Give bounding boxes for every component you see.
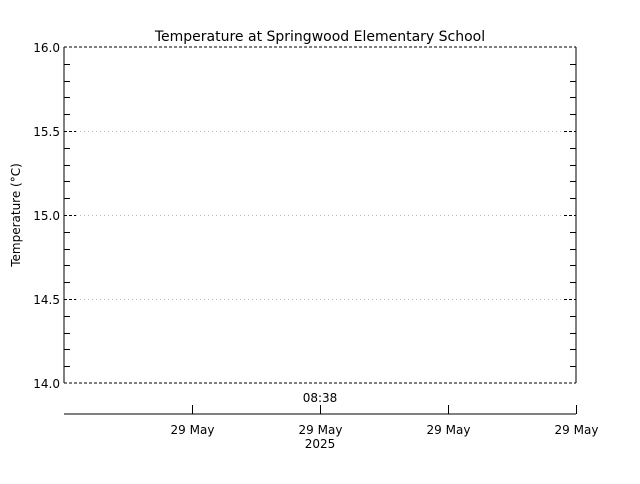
y-axis-label: Temperature (°C) xyxy=(9,163,23,268)
chart-title: Temperature at Springwood Elementary Sch… xyxy=(154,29,485,45)
y-ticks xyxy=(64,64,576,367)
x-tick-labels: 29 May 29 May 29 May 29 May xyxy=(171,423,599,437)
x-time-label: 08:38 xyxy=(303,391,338,405)
x-tick-label: 29 May xyxy=(427,423,471,437)
gridlines xyxy=(76,131,564,300)
x-tick-label: 29 May xyxy=(171,423,215,437)
x-tick-label: 29 May xyxy=(299,423,343,437)
x-tick-label: 29 May xyxy=(555,423,599,437)
y-tick-label: 15.0 xyxy=(33,209,60,223)
y-tick-label: 14.5 xyxy=(33,293,60,307)
y-tick-label: 16.0 xyxy=(33,41,60,55)
x-ticks xyxy=(192,405,577,414)
y-tick-label: 15.5 xyxy=(33,125,60,139)
y-tick-label: 14.0 xyxy=(33,377,60,391)
x-year-label: 2025 xyxy=(305,437,336,451)
y-tick-labels: 14.0 14.5 15.0 15.5 16.0 xyxy=(33,41,60,391)
